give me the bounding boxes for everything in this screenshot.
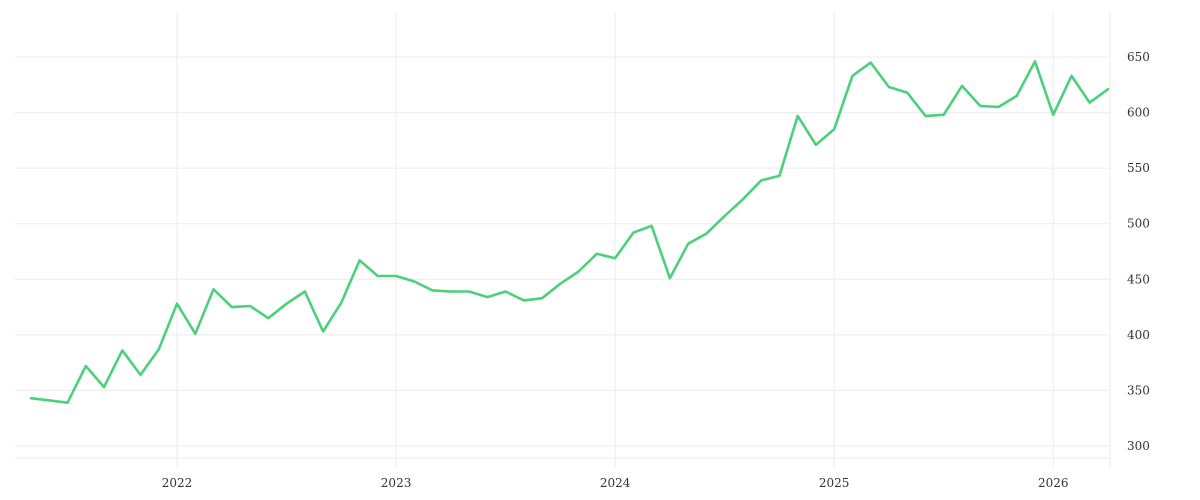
y-tick-label: 500 — [1127, 217, 1150, 231]
x-tick-label: 2024 — [600, 476, 631, 490]
y-tick-label: 650 — [1127, 50, 1150, 64]
y-tick-label: 550 — [1127, 161, 1150, 175]
y-tick-label: 450 — [1127, 272, 1150, 286]
y-tick-label: 300 — [1127, 439, 1150, 453]
x-tick-label: 2026 — [1038, 476, 1069, 490]
x-tick-label: 2023 — [381, 476, 412, 490]
y-axis-labels: 300 350 400 450 500 550 600 650 — [1127, 50, 1150, 453]
x-axis-labels: 2022 2023 2024 2025 2026 — [162, 476, 1069, 490]
y-tick-label: 600 — [1127, 106, 1150, 120]
data-line — [29, 60, 1110, 405]
x-tick-label: 2025 — [819, 476, 850, 490]
x-tick-label: 2022 — [162, 476, 193, 490]
vertical-gridlines — [176, 12, 1054, 468]
y-tick-label: 350 — [1127, 383, 1150, 397]
y-tick-label: 400 — [1127, 328, 1150, 342]
horizontal-gridlines — [15, 56, 1110, 447]
